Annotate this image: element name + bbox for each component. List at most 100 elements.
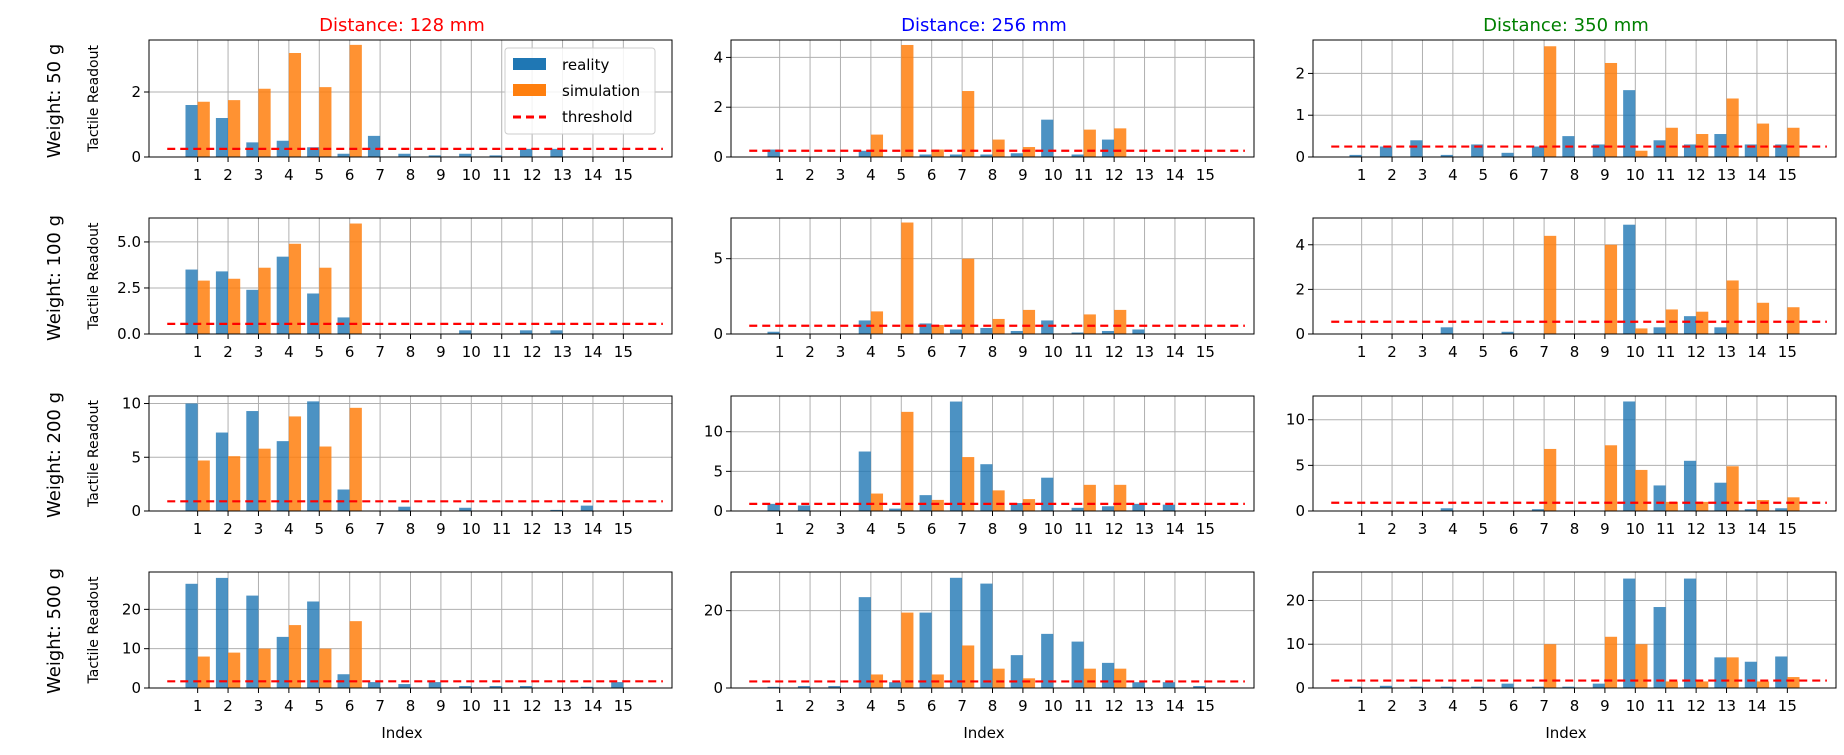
x-tick-label: 3	[254, 520, 264, 538]
bar-reality	[889, 682, 902, 688]
y-tick-label: 10	[1286, 635, 1305, 653]
y-tick-label: 20	[704, 602, 723, 620]
bar-reality	[1623, 578, 1636, 688]
x-tick-label: 7	[957, 520, 967, 538]
bar-reality	[1071, 154, 1084, 157]
x-tick-label: 8	[988, 343, 998, 361]
bar-simulation	[1635, 150, 1648, 157]
x-tick-label: 13	[1717, 166, 1736, 184]
y-tick-label: 0	[713, 502, 723, 520]
bar-reality	[1410, 686, 1423, 688]
y-tick-label: 0	[713, 325, 723, 343]
bar-simulation	[901, 612, 914, 688]
x-tick-label: 14	[1747, 166, 1766, 184]
y-tick-label: 5	[131, 448, 141, 466]
bar-simulation	[1022, 678, 1036, 688]
bar-reality	[1683, 460, 1697, 511]
x-tick-label: 11	[1656, 697, 1675, 715]
x-tick-label: 10	[1626, 520, 1645, 538]
x-tick-label: 1	[193, 520, 203, 538]
bar-reality	[246, 289, 259, 334]
bar-reality	[580, 505, 593, 511]
bar-reality	[1132, 682, 1145, 688]
bar-reality	[1531, 686, 1545, 688]
col-title-3: Distance: 350 mm	[1483, 15, 1649, 36]
bar-reality	[1531, 509, 1545, 511]
x-tick-label: 7	[957, 697, 967, 715]
bar-simulation	[1114, 668, 1127, 688]
x-tick-label: 7	[1539, 520, 1549, 538]
bar-reality	[1775, 656, 1788, 688]
x-tick-label: 3	[254, 166, 264, 184]
x-tick-label: 15	[1778, 697, 1797, 715]
bar-simulation	[288, 625, 302, 688]
x-tick-label: 11	[1656, 343, 1675, 361]
x-tick-label: 1	[775, 697, 785, 715]
bar-reality	[185, 403, 198, 511]
bar-reality	[858, 451, 871, 511]
bar-simulation	[1726, 657, 1739, 688]
bar-reality	[580, 686, 593, 688]
x-tick-label: 15	[614, 520, 633, 538]
bar-reality	[889, 508, 902, 511]
x-tick-label: 15	[614, 343, 633, 361]
x-tick-label: 10	[462, 343, 481, 361]
bar-simulation	[349, 407, 362, 511]
bar-reality	[1101, 506, 1115, 511]
x-tick-label: 14	[1747, 343, 1766, 361]
bar-simulation	[349, 44, 362, 157]
bar-reality	[1010, 503, 1023, 511]
bar-reality	[1623, 90, 1636, 157]
bar-reality	[519, 148, 533, 157]
bar-reality	[1775, 508, 1788, 511]
x-tick-label: 11	[1656, 520, 1675, 538]
bar-reality	[246, 411, 259, 511]
x-tick-label: 11	[492, 166, 511, 184]
x-tick-label: 3	[1418, 343, 1428, 361]
bar-reality	[980, 464, 993, 511]
x-tick-label: 5	[897, 343, 907, 361]
bar-simulation	[1083, 668, 1096, 688]
x-tick-label: 11	[1074, 343, 1093, 361]
x-tick-label: 8	[1570, 343, 1580, 361]
x-tick-label: 14	[1747, 697, 1766, 715]
bar-reality	[276, 441, 289, 511]
bar-simulation	[1604, 244, 1618, 334]
bar-simulation	[1604, 62, 1618, 157]
x-tick-label: 4	[1448, 520, 1458, 538]
x-tick-label: 11	[1074, 166, 1093, 184]
legend-reality-label: reality	[562, 56, 609, 74]
x-tick-label: 1	[775, 343, 785, 361]
x-tick-label: 10	[1044, 520, 1063, 538]
x-tick-label: 5	[1479, 697, 1489, 715]
bar-simulation	[1114, 484, 1127, 511]
bar-reality	[1101, 330, 1115, 334]
bar-reality	[1440, 508, 1453, 511]
x-tick-label: 7	[375, 166, 385, 184]
x-tick-label: 9	[436, 166, 446, 184]
x-tick-label: 13	[1135, 520, 1154, 538]
x-tick-label: 4	[284, 697, 294, 715]
bar-reality	[276, 636, 289, 688]
bar-reality	[797, 505, 811, 511]
x-tick-label: 10	[1626, 343, 1645, 361]
x-tick-label: 6	[345, 343, 355, 361]
y-tick-label: 5	[1295, 456, 1305, 474]
row-label-4: Weight: 500 g	[44, 568, 65, 694]
x-tick-label: 4	[284, 343, 294, 361]
bar-reality	[1162, 682, 1175, 688]
x-tick-label: 7	[375, 343, 385, 361]
bar-reality	[1162, 504, 1175, 511]
x-tick-label: 13	[553, 343, 572, 361]
x-tick-label: 12	[1105, 697, 1124, 715]
x-tick-label: 5	[897, 697, 907, 715]
bar-simulation	[1635, 328, 1648, 334]
x-tick-label: 9	[436, 343, 446, 361]
x-tick-label: 5	[1479, 166, 1489, 184]
bar-simulation	[349, 621, 362, 688]
x-tick-label: 15	[614, 697, 633, 715]
x-tick-label: 6	[345, 166, 355, 184]
x-tick-label: 14	[1165, 343, 1184, 361]
